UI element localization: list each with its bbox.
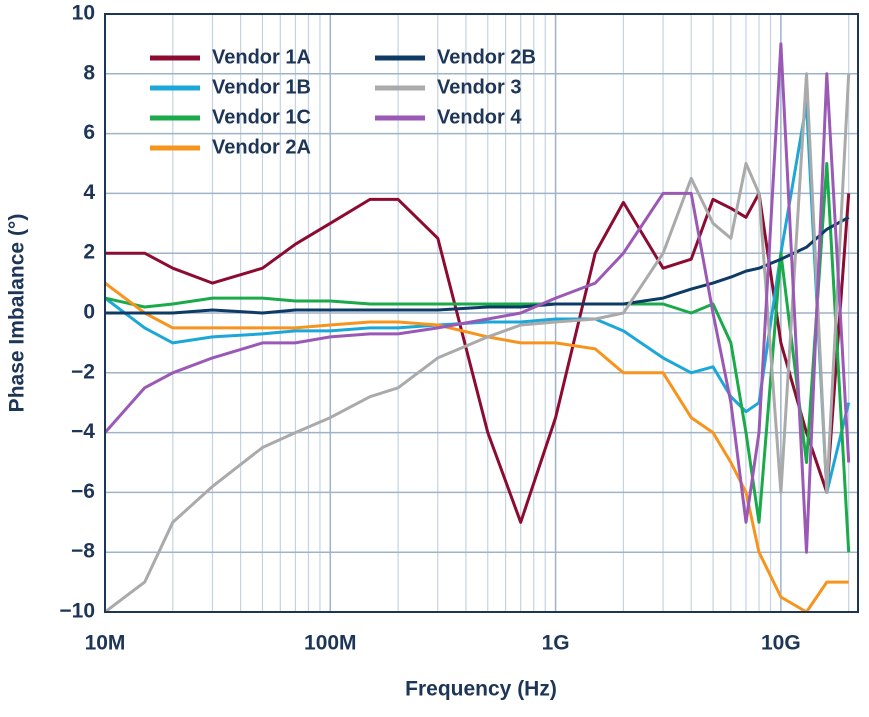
y-tick-label: −4 xyxy=(71,420,95,443)
y-tick-label: 4 xyxy=(83,181,95,204)
x-tick-label: 10G xyxy=(761,632,801,655)
x-tick-label: 10M xyxy=(85,632,126,655)
y-tick-label: 8 xyxy=(83,61,95,84)
legend-label: Vendor 3 xyxy=(437,76,521,98)
y-axis-title: Phase Imbalance (°) xyxy=(6,214,29,413)
y-tick-label: 2 xyxy=(83,241,95,264)
x-tick-label: 100M xyxy=(304,632,357,655)
y-tick-label: −2 xyxy=(71,360,95,383)
legend-label: Vendor 2A xyxy=(212,136,311,158)
plot-lines xyxy=(105,42,851,612)
legend-label: Vendor 1A xyxy=(212,46,311,68)
legend-label: Vendor 1B xyxy=(212,76,311,98)
y-tick-label: 6 xyxy=(83,121,95,144)
series-line xyxy=(105,215,850,315)
series-line xyxy=(105,72,851,612)
x-tick-label: 1G xyxy=(542,632,570,655)
legend-label: Vendor 2B xyxy=(437,46,536,68)
y-tick-label: −6 xyxy=(71,480,95,503)
series-line xyxy=(105,281,849,612)
y-tick-label: 0 xyxy=(83,301,95,324)
series-line xyxy=(105,42,851,554)
y-tick-label: −8 xyxy=(71,540,95,563)
plot-frame xyxy=(104,13,859,613)
labels: 10M 100M 1G 10G −10 −8 −6 −4 −2 0 2 4 6 8 10 xyxy=(59,2,800,655)
series-line xyxy=(105,102,851,494)
x-axis-title: Frequency (Hz) xyxy=(405,678,557,701)
legend-label: Vendor 1C xyxy=(212,106,311,128)
y-tick-label: 10 xyxy=(72,2,95,25)
legend-label: Vendor 4 xyxy=(437,106,522,128)
y-tick-label: −10 xyxy=(59,600,95,623)
legend: Vendor 1A Vendor 1B Vendor 1C Vendor 2A Vend… xyxy=(150,46,536,158)
